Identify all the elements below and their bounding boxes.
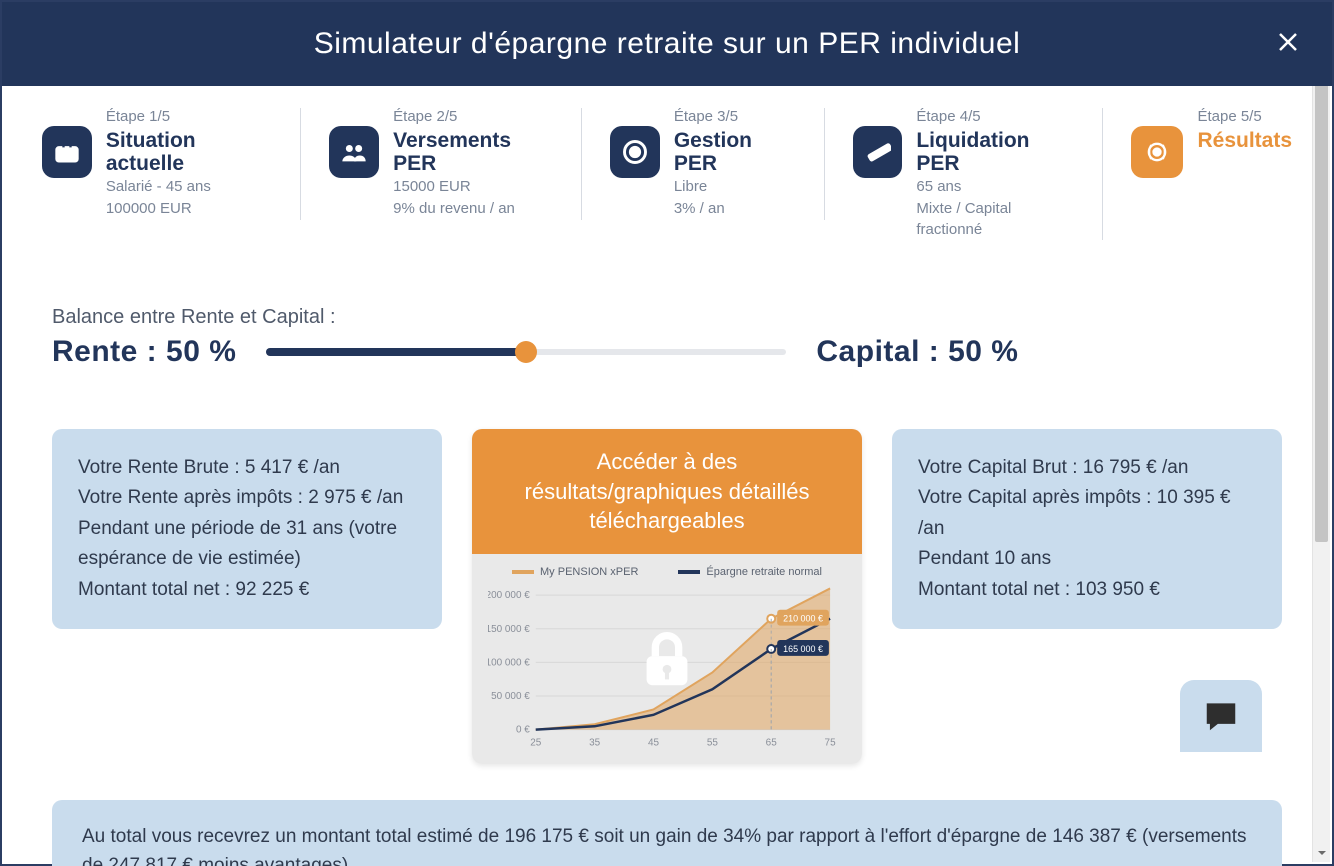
rente-brute: Votre Rente Brute : 5 417 € /an: [78, 453, 416, 483]
balance-label: Balance entre Rente et Capital :: [52, 306, 1282, 329]
rente-period: Pendant une période de 31 ans (votre esp…: [78, 514, 416, 575]
total-summary-card: Au total vous recevrez un montant total …: [52, 800, 1282, 866]
slider-thumb[interactable]: [515, 341, 537, 363]
step-liquidation[interactable]: Étape 4/5 Liquidation PER 65 ans Mixte /…: [853, 108, 1104, 240]
page-scrollbar[interactable]: [1312, 4, 1330, 862]
promo-headline: Accéder à des résultats/graphiques détai…: [472, 429, 862, 554]
step-detail: Mixte / Capital fractionné: [916, 199, 1074, 240]
step-title: Résultats: [1197, 129, 1292, 152]
step-title: Situation actuelle: [106, 129, 273, 175]
rente-total: Montant total net : 92 225 €: [78, 575, 416, 605]
step-label: Étape 3/5: [674, 108, 796, 125]
chat-icon: [1202, 697, 1240, 735]
step-versements[interactable]: Étape 2/5 Versements PER 15000 EUR 9% du…: [329, 108, 582, 220]
step-gestion[interactable]: Étape 3/5 Gestion PER Libre 3% / an: [610, 108, 825, 220]
step-title: Liquidation PER: [916, 129, 1074, 175]
modal-header: Simulateur d'épargne retraite sur un PER…: [2, 2, 1332, 86]
balance-slider[interactable]: [266, 339, 786, 365]
step-label: Étape 5/5: [1197, 108, 1292, 125]
modal-title: Simulateur d'épargne retraite sur un PER…: [314, 27, 1021, 61]
capital-net: Votre Capital après impôts : 10 395 € /a…: [918, 483, 1256, 544]
chat-button[interactable]: [1180, 680, 1262, 752]
step-situation[interactable]: Étape 1/5 Situation actuelle Salarié - 4…: [42, 108, 301, 220]
step-resultats[interactable]: Étape 5/5 Résultats: [1131, 108, 1292, 178]
capital-percent-label: Capital : 50 %: [816, 335, 1018, 369]
step-detail: 65 ans: [916, 177, 1074, 197]
briefcase-icon: [42, 126, 92, 178]
detailed-results-promo[interactable]: Accéder à des résultats/graphiques détai…: [472, 429, 862, 764]
close-button[interactable]: [1270, 24, 1306, 60]
ruler-icon: [853, 126, 903, 178]
slider-fill: [266, 348, 526, 356]
step-detail: 9% du revenu / an: [393, 199, 553, 219]
target-icon: [610, 126, 660, 178]
lock-icon: [472, 554, 862, 764]
stepper: Étape 1/5 Situation actuelle Salarié - 4…: [2, 86, 1332, 266]
summary-text: Au total vous recevrez un montant total …: [82, 826, 1247, 866]
step-detail: 15000 EUR: [393, 177, 553, 197]
capital-total: Montant total net : 103 950 €: [918, 575, 1256, 605]
locked-chart-preview: My PENSION xPER Épargne retraite normal …: [472, 554, 862, 764]
step-detail: Libre: [674, 177, 796, 197]
step-label: Étape 1/5: [106, 108, 273, 125]
step-detail: Salarié - 45 ans: [106, 177, 273, 197]
capital-brute: Votre Capital Brut : 16 795 € /an: [918, 453, 1256, 483]
step-detail: 3% / an: [674, 199, 796, 219]
step-title: Gestion PER: [674, 129, 796, 175]
award-icon: [1131, 126, 1183, 178]
capital-period: Pendant 10 ans: [918, 544, 1256, 574]
balance-slider-row: Rente : 50 % Capital : 50 %: [52, 335, 1282, 369]
users-icon: [329, 126, 379, 178]
step-title: Versements PER: [393, 129, 553, 175]
rente-percent-label: Rente : 50 %: [52, 335, 236, 369]
capital-result-card: Votre Capital Brut : 16 795 € /an Votre …: [892, 429, 1282, 629]
rente-net: Votre Rente après impôts : 2 975 € /an: [78, 483, 416, 513]
step-label: Étape 2/5: [393, 108, 553, 125]
step-label: Étape 4/5: [916, 108, 1074, 125]
step-detail: 100000 EUR: [106, 199, 273, 219]
rente-result-card: Votre Rente Brute : 5 417 € /an Votre Re…: [52, 429, 442, 629]
scroll-down-button[interactable]: [1313, 844, 1330, 862]
scroll-thumb[interactable]: [1315, 22, 1328, 542]
